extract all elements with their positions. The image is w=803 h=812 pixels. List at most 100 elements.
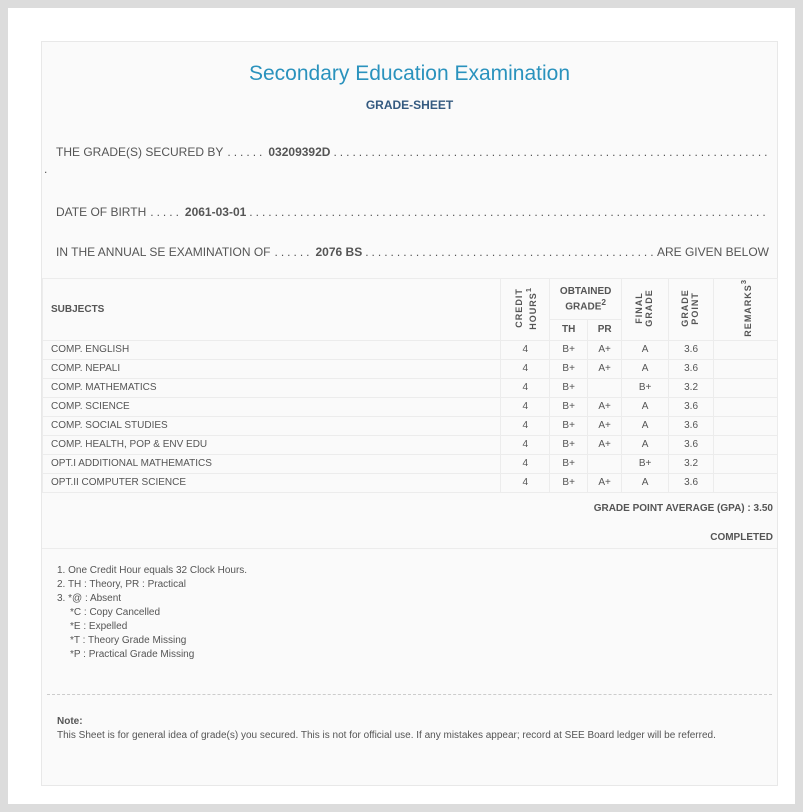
- cell-th: B+: [549, 396, 589, 417]
- header-obtained-grade: OBTAINED GRADE2: [549, 278, 623, 320]
- cell-remarks: [713, 453, 778, 474]
- cell-remarks: [713, 415, 778, 436]
- dob-label: DATE OF BIRTH: [56, 205, 147, 219]
- header-credit-hours: CREDIT HOURS1: [500, 278, 551, 341]
- footnote: *C : Copy Cancelled: [70, 607, 161, 618]
- cell-th: B+: [549, 358, 589, 379]
- cell-final: A: [621, 339, 670, 360]
- cell-gp: 3.2: [668, 377, 715, 398]
- header-th: TH: [549, 318, 589, 341]
- cell-credit: 4: [500, 377, 551, 398]
- footnote: 3. *@ : Absent: [57, 593, 122, 604]
- page-subtitle: GRADE-SHEET: [365, 98, 454, 112]
- cell-gp: 3.6: [668, 415, 715, 436]
- cell-pr: A+: [587, 396, 623, 417]
- cell-remarks: [713, 396, 778, 417]
- cell-gp: 3.6: [668, 434, 715, 455]
- cell-credit: 4: [500, 472, 551, 493]
- disclaimer: Note: This Sheet is for general idea of …: [57, 715, 747, 743]
- header-pr: PR: [587, 318, 623, 341]
- cell-pr: A+: [587, 434, 623, 455]
- header-remarks: REMARKS3: [713, 278, 778, 341]
- cell-subject: COMP. HEALTH, POP & ENV EDU: [41, 434, 502, 455]
- cell-credit: 4: [500, 415, 551, 436]
- grade-sheet: Secondary Education Examination GRADE-SH…: [41, 41, 778, 786]
- cell-th: B+: [549, 472, 589, 493]
- cell-credit: 4: [500, 434, 551, 455]
- header-subjects: SUBJECTS: [41, 278, 502, 341]
- cell-final: A: [621, 396, 670, 417]
- gpa: GRADE POINT AVERAGE (GPA) : 3.50: [593, 503, 773, 514]
- cell-credit: 4: [500, 358, 551, 379]
- cell-remarks: [713, 339, 778, 360]
- cell-pr: A+: [587, 339, 623, 360]
- secured-label: THE GRADE(S) SECURED BY: [56, 145, 224, 159]
- exam-suffix: ARE GIVEN BELOW: [656, 245, 769, 259]
- cell-gp: 3.6: [668, 396, 715, 417]
- cell-final: A: [621, 434, 670, 455]
- cell-remarks: [713, 377, 778, 398]
- cell-subject: COMP. SOCIAL STUDIES: [41, 415, 502, 436]
- result-status: COMPLETED: [710, 532, 773, 543]
- cell-subject: COMP. MATHEMATICS: [41, 377, 502, 398]
- secured-by-line: THE GRADE(S) SECURED BY...... 03209392D …: [56, 145, 769, 159]
- note-label: Note:: [57, 716, 83, 727]
- cell-gp: 3.6: [668, 358, 715, 379]
- divider: [42, 548, 777, 549]
- cell-gp: 3.6: [668, 472, 715, 493]
- footnote: *P : Practical Grade Missing: [70, 649, 195, 660]
- cell-credit: 4: [500, 339, 551, 360]
- note-text: This Sheet is for general idea of grade(…: [57, 730, 716, 741]
- dob-value: 2061-03-01: [184, 205, 247, 219]
- cell-pr: [587, 377, 623, 398]
- cell-subject: COMP. SCIENCE: [41, 396, 502, 417]
- page-frame: Secondary Education Examination GRADE-SH…: [8, 8, 795, 804]
- cell-subject: OPT.II COMPUTER SCIENCE: [41, 472, 502, 493]
- wrap-dot: .: [44, 162, 48, 176]
- cell-th: B+: [549, 377, 589, 398]
- footnote: *E : Expelled: [70, 621, 128, 632]
- cell-pr: [587, 453, 623, 474]
- cell-final: A: [621, 415, 670, 436]
- cell-gp: 3.2: [668, 453, 715, 474]
- dob-line: DATE OF BIRTH..... 2061-03-01 ..........…: [56, 205, 769, 219]
- header-final-grade: FINAL GRADE: [621, 278, 670, 341]
- dashed-divider: [47, 694, 772, 695]
- footnote: 1. One Credit Hour equals 32 Clock Hours…: [57, 565, 248, 576]
- table-row: OPT.II COMPUTER SCIENCE 4 B+ A+ A 3.6: [41, 472, 778, 493]
- footnote: 2. TH : Theory, PR : Practical: [57, 579, 186, 590]
- cell-final: B+: [621, 453, 670, 474]
- table-row: COMP. ENGLISH 4 B+ A+ A 3.6: [41, 339, 778, 360]
- cell-subject: COMP. NEPALI: [41, 358, 502, 379]
- exam-label: IN THE ANNUAL SE EXAMINATION OF: [56, 245, 271, 259]
- cell-credit: 4: [500, 396, 551, 417]
- cell-final: A: [621, 472, 670, 493]
- cell-pr: A+: [587, 415, 623, 436]
- table-row: COMP. SOCIAL STUDIES 4 B+ A+ A 3.6: [41, 415, 778, 436]
- table-row: COMP. NEPALI 4 B+ A+ A 3.6: [41, 358, 778, 379]
- cell-remarks: [713, 358, 778, 379]
- cell-remarks: [713, 434, 778, 455]
- cell-remarks: [713, 472, 778, 493]
- exam-line: IN THE ANNUAL SE EXAMINATION OF...... 20…: [56, 245, 769, 259]
- exam-year: 2076 BS: [315, 245, 363, 259]
- table-row: COMP. SCIENCE 4 B+ A+ A 3.6: [41, 396, 778, 417]
- cell-th: B+: [549, 434, 589, 455]
- cell-final: A: [621, 358, 670, 379]
- cell-credit: 4: [500, 453, 551, 474]
- table-row: COMP. MATHEMATICS 4 B+ B+ 3.2: [41, 377, 778, 398]
- grades-table: SUBJECTS CREDIT HOURS1 OBTAINED GRADE2 F…: [41, 278, 778, 493]
- cell-subject: OPT.I ADDITIONAL MATHEMATICS: [41, 453, 502, 474]
- footnotes: 1. One Credit Hour equals 32 Clock Hours…: [57, 564, 247, 662]
- table-row: COMP. HEALTH, POP & ENV EDU 4 B+ A+ A 3.6: [41, 434, 778, 455]
- header-grade-point: GRADE POINT: [668, 278, 715, 341]
- cell-gp: 3.6: [668, 339, 715, 360]
- cell-th: B+: [549, 453, 589, 474]
- cell-subject: COMP. ENGLISH: [41, 339, 502, 360]
- symbol-number: 03209392D: [268, 145, 331, 159]
- cell-th: B+: [549, 415, 589, 436]
- page-title: Secondary Education Examination: [248, 62, 571, 85]
- cell-pr: A+: [587, 358, 623, 379]
- cell-final: B+: [621, 377, 670, 398]
- cell-th: B+: [549, 339, 589, 360]
